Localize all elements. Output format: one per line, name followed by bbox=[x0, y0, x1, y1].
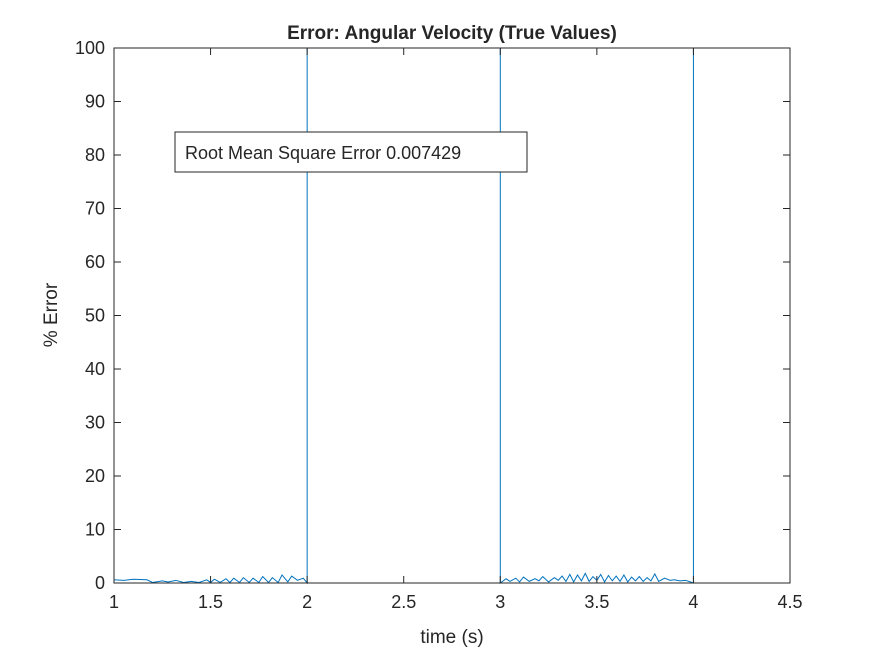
x-tick-label: 1 bbox=[109, 592, 119, 612]
x-tick-label: 2.5 bbox=[391, 592, 416, 612]
x-axis-label: time (s) bbox=[420, 627, 483, 648]
y-tick-label: 80 bbox=[85, 145, 105, 165]
x-tick-label: 2 bbox=[302, 592, 312, 612]
y-tick-label: 90 bbox=[85, 92, 105, 112]
y-tick-label: 30 bbox=[85, 413, 105, 433]
y-tick-label: 100 bbox=[75, 38, 105, 58]
y-tick-label: 70 bbox=[85, 199, 105, 219]
annotation-box: Root Mean Square Error 0.007429 bbox=[174, 131, 528, 173]
x-tick-label: 3.5 bbox=[584, 592, 609, 612]
ticks-layer: 1 1.5 2 2.5 3 3.5 4 4.5 0 10 20 30 40 50 60 70 80 90 100 bbox=[75, 38, 803, 612]
axes-box bbox=[113, 47, 791, 584]
x-tick-label: 3 bbox=[495, 592, 505, 612]
y-tick-label: 40 bbox=[85, 359, 105, 379]
chart-title: Error: Angular Velocity (True Values) bbox=[287, 23, 617, 44]
series-layer bbox=[113, 48, 694, 585]
annotation-text: Root Mean Square Error 0.007429 bbox=[185, 143, 461, 163]
annotation-frame bbox=[174, 131, 528, 173]
series-line-1 bbox=[113, 48, 694, 585]
y-tick-label: 20 bbox=[85, 466, 105, 486]
x-tick-label: 4.5 bbox=[777, 592, 802, 612]
y-axis-label: % Error bbox=[41, 282, 62, 347]
y-tick-label: 10 bbox=[85, 520, 105, 540]
x-tick-label: 1.5 bbox=[198, 592, 223, 612]
y-tick-label: 60 bbox=[85, 252, 105, 272]
x-tick-label: 4 bbox=[688, 592, 698, 612]
plot-area bbox=[114, 48, 790, 583]
y-tick-label: 0 bbox=[95, 573, 105, 593]
y-tick-label: 50 bbox=[85, 306, 105, 326]
